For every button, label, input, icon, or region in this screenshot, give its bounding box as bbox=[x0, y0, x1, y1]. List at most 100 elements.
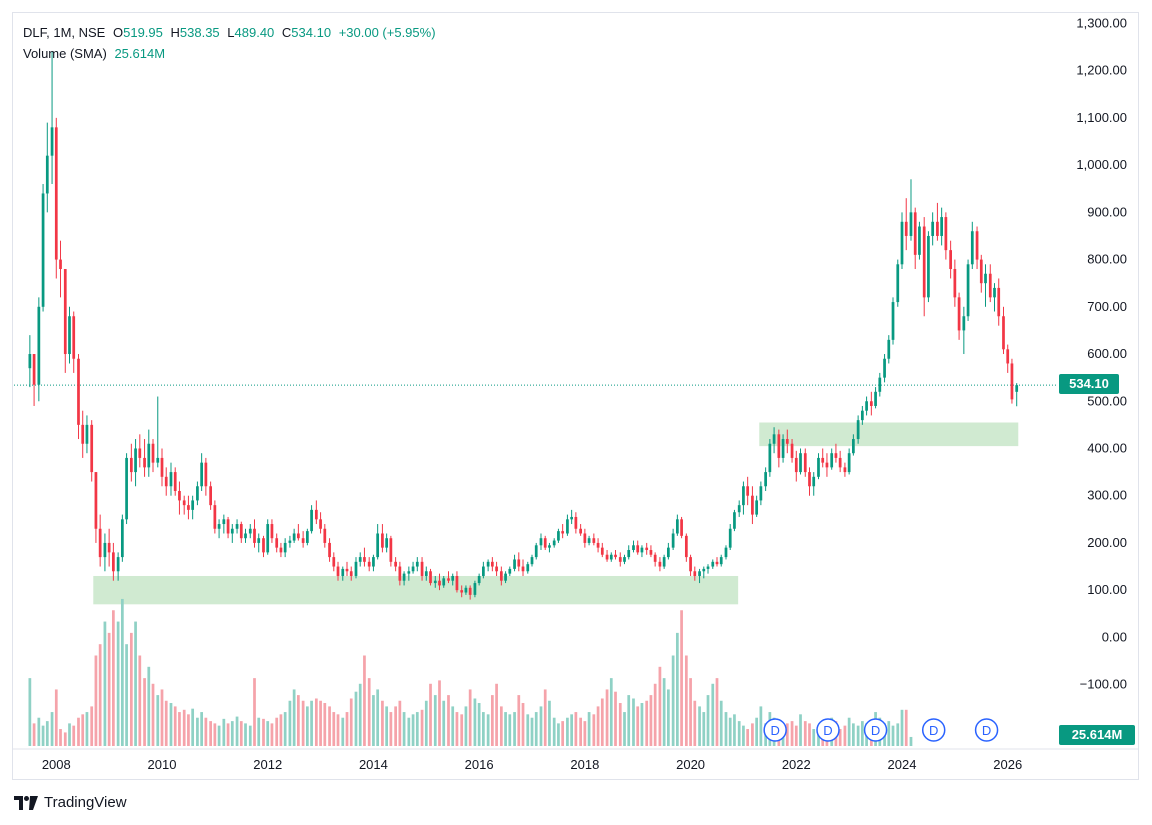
volume-bar bbox=[574, 712, 578, 746]
volume-bar bbox=[684, 655, 688, 746]
candle-body bbox=[645, 547, 649, 551]
x-tick-label: 2020 bbox=[676, 757, 705, 772]
candle-body bbox=[1015, 385, 1019, 392]
volume-bar bbox=[623, 712, 626, 746]
dividend-icon: D bbox=[863, 718, 888, 742]
volume-bar bbox=[671, 655, 675, 746]
candle-body bbox=[151, 443, 155, 463]
dividend-icon: D bbox=[763, 718, 787, 742]
candle-body bbox=[918, 226, 921, 255]
candle-body bbox=[103, 542, 107, 558]
volume-bar bbox=[667, 689, 670, 746]
candle-body bbox=[367, 561, 371, 567]
candle-body bbox=[358, 557, 362, 562]
volume-bar bbox=[50, 712, 54, 746]
open-label: O bbox=[112, 25, 124, 40]
candle-body bbox=[217, 524, 221, 529]
candle-body bbox=[557, 531, 560, 541]
volume-bar bbox=[239, 721, 243, 746]
volume-bar bbox=[433, 695, 437, 746]
candle-body bbox=[191, 500, 195, 510]
volume-bar bbox=[693, 700, 697, 746]
candle-body bbox=[134, 448, 137, 473]
candle-body bbox=[477, 575, 481, 584]
volume-bar bbox=[724, 712, 728, 746]
volume-bar bbox=[495, 683, 498, 746]
volume-bar bbox=[539, 706, 543, 746]
x-tick-label: 2022 bbox=[782, 757, 811, 772]
candle-body bbox=[852, 439, 855, 454]
volume-bar bbox=[376, 689, 380, 746]
volume-bar bbox=[790, 721, 794, 746]
candle-body bbox=[830, 453, 834, 468]
candle-body bbox=[618, 557, 622, 562]
candle-body bbox=[821, 457, 825, 463]
volume-bar bbox=[151, 683, 155, 746]
y-tick-label: 600.00 bbox=[1087, 346, 1127, 361]
candle-body bbox=[54, 127, 58, 260]
volume-bar bbox=[134, 621, 137, 746]
candle-body bbox=[689, 557, 692, 572]
candle-body bbox=[499, 571, 503, 581]
candle-body bbox=[587, 538, 591, 543]
y-tick-label: 300.00 bbox=[1087, 488, 1127, 503]
dividend-circle bbox=[816, 718, 840, 742]
volume-bar bbox=[605, 689, 609, 746]
dividend-icon: D bbox=[974, 718, 999, 742]
volume-bar bbox=[59, 729, 62, 746]
volume-bar bbox=[451, 706, 455, 746]
candle-body bbox=[310, 509, 313, 532]
volume-bar bbox=[363, 655, 366, 746]
volume-bar bbox=[81, 714, 85, 746]
volume-bar bbox=[675, 632, 679, 746]
candle-body bbox=[460, 590, 464, 593]
volume-bar bbox=[592, 714, 596, 746]
volume-label[interactable]: Volume (SMA) bbox=[23, 46, 107, 61]
symbol-label[interactable]: DLF, 1M, NSE bbox=[23, 25, 106, 40]
volume-bar bbox=[213, 723, 217, 746]
volume-bar bbox=[627, 695, 631, 746]
volume-bar bbox=[222, 718, 226, 746]
volume-bar bbox=[407, 717, 411, 746]
tradingview-logo[interactable]: TradingView bbox=[14, 794, 127, 811]
candle-body bbox=[530, 557, 534, 565]
volume-bar bbox=[349, 698, 353, 746]
candle-body bbox=[266, 524, 270, 553]
volume-bar bbox=[755, 717, 759, 746]
candle-body bbox=[772, 434, 776, 444]
candle-body bbox=[270, 524, 274, 539]
volume-bar bbox=[473, 698, 477, 746]
volume-legend: Volume (SMA) 25.614M bbox=[23, 46, 169, 61]
candle-body bbox=[107, 542, 111, 553]
volume-bar bbox=[645, 700, 649, 746]
volume-bar bbox=[367, 678, 371, 746]
candle-body bbox=[490, 561, 494, 567]
candle-body bbox=[949, 250, 952, 270]
low-label: L bbox=[227, 25, 235, 40]
volume-bar bbox=[90, 706, 94, 746]
candle-body bbox=[209, 486, 212, 506]
volume-bar bbox=[411, 714, 415, 746]
candle-body bbox=[473, 583, 477, 595]
volume-bar bbox=[297, 695, 300, 746]
volume-bar bbox=[715, 678, 719, 746]
volume-bar bbox=[486, 714, 490, 746]
support-zone-2 bbox=[759, 422, 1019, 447]
candle-body bbox=[891, 302, 895, 340]
dividend-circle bbox=[763, 718, 787, 742]
candle-body bbox=[164, 476, 168, 487]
candle-body bbox=[120, 519, 124, 558]
x-tick-label: 2026 bbox=[993, 757, 1022, 772]
candle-body bbox=[623, 557, 626, 562]
candle-body bbox=[534, 545, 538, 558]
candle-body bbox=[940, 217, 944, 236]
candle-body bbox=[843, 467, 847, 473]
candle-body bbox=[706, 566, 710, 569]
volume-bar bbox=[561, 721, 565, 746]
dividend-circle bbox=[974, 718, 999, 742]
volume-bar bbox=[310, 700, 313, 746]
volume-bar bbox=[455, 712, 459, 746]
candle-body bbox=[372, 557, 375, 567]
volume-bar bbox=[583, 721, 587, 746]
